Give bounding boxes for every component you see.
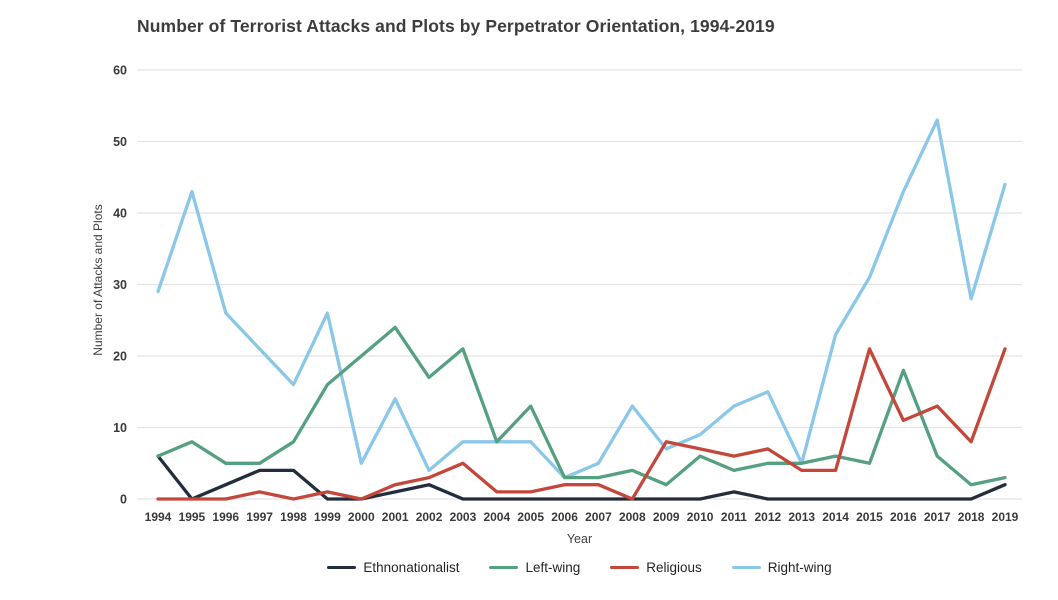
series-line-religious xyxy=(156,347,1007,501)
x-tick-label-1994: 1994 xyxy=(145,510,172,524)
x-tick-label-2016: 2016 xyxy=(890,510,917,524)
x-tick-label-1999: 1999 xyxy=(314,510,341,524)
series-line-ethnonationalist xyxy=(156,454,1007,501)
x-tick-label-1995: 1995 xyxy=(179,510,206,524)
legend-item-ethnonationalist: Ethnonationalist xyxy=(327,560,459,575)
x-tick-label-1996: 1996 xyxy=(212,510,239,524)
y-tick-label-60: 60 xyxy=(113,64,127,78)
x-tick-label-2001: 2001 xyxy=(382,510,409,524)
x-tick-label-2008: 2008 xyxy=(619,510,646,524)
x-tick-label-2017: 2017 xyxy=(924,510,951,524)
legend-item-left-wing: Left-wing xyxy=(489,560,580,575)
x-tick-label-2013: 2013 xyxy=(788,510,815,524)
legend-label: Right-wing xyxy=(767,560,832,575)
x-tick-label-1998: 1998 xyxy=(280,510,307,524)
chart-title: Number of Terrorist Attacks and Plots by… xyxy=(137,16,775,36)
x-tick-label-2010: 2010 xyxy=(687,510,714,524)
x-tick-label-2004: 2004 xyxy=(483,510,510,524)
x-tick-label-2007: 2007 xyxy=(585,510,612,524)
series-line-left-wing xyxy=(156,325,1007,487)
legend-label: Ethnonationalist xyxy=(363,560,460,575)
x-tick-label-2014: 2014 xyxy=(822,510,849,524)
legend-label: Religious xyxy=(646,560,702,575)
x-tick-label-2003: 2003 xyxy=(450,510,477,524)
series-line-right-wing xyxy=(156,118,1007,480)
x-tick-label-2009: 2009 xyxy=(653,510,680,524)
legend-swatch-icon xyxy=(731,565,761,570)
x-axis-title: Year xyxy=(566,532,593,546)
y-tick-label-50: 50 xyxy=(113,135,127,149)
x-tick-label-2006: 2006 xyxy=(551,510,578,524)
x-tick-label-2018: 2018 xyxy=(958,510,985,524)
y-tick-label-10: 10 xyxy=(113,421,127,435)
y-tick-label-0: 0 xyxy=(120,493,127,507)
legend-item-right-wing: Right-wing xyxy=(731,560,832,575)
x-tick-label-2019: 2019 xyxy=(992,510,1019,524)
x-tick-label-2015: 2015 xyxy=(856,510,883,524)
y-tick-label-40: 40 xyxy=(113,207,127,221)
x-tick-label-2002: 2002 xyxy=(416,510,443,524)
legend-swatch-icon xyxy=(610,565,640,570)
legend-label: Left-wing xyxy=(525,560,581,575)
x-tick-label-2011: 2011 xyxy=(721,510,747,524)
x-tick-label-2012: 2012 xyxy=(754,510,781,524)
legend-swatch-icon xyxy=(327,565,357,570)
x-tick-label-1997: 1997 xyxy=(246,510,273,524)
legend-swatch-icon xyxy=(489,565,519,570)
x-tick-label-2005: 2005 xyxy=(517,510,544,524)
legend-item-religious: Religious xyxy=(610,560,702,575)
y-tick-label-30: 30 xyxy=(113,278,127,292)
y-tick-label-20: 20 xyxy=(113,350,127,364)
x-tick-label-2000: 2000 xyxy=(348,510,375,524)
legend: Ethnonationalist Left-wing Religious Right-… xyxy=(137,560,1022,575)
